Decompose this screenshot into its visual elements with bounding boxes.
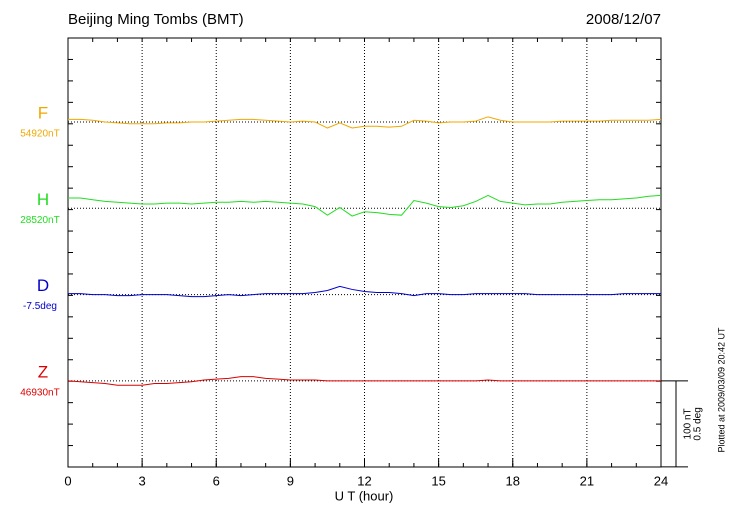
baseline-label: 46930nT bbox=[20, 388, 59, 399]
x-tick-label: 6 bbox=[213, 473, 220, 488]
x-tick-label: 15 bbox=[431, 473, 445, 488]
series-name: D bbox=[37, 276, 49, 295]
x-tick-label: 9 bbox=[287, 473, 294, 488]
x-tick-label: 12 bbox=[357, 473, 371, 488]
series-name: Z bbox=[38, 362, 48, 381]
chart-title: Beijing Ming Tombs (BMT) bbox=[68, 11, 244, 28]
scale-bar-label: 0.5 deg bbox=[693, 407, 704, 440]
scale-bar-label: 100 nT bbox=[683, 408, 694, 439]
x-tick-label: 0 bbox=[64, 473, 71, 488]
baseline-label: 28520nT bbox=[20, 215, 59, 226]
plot-frame bbox=[67, 37, 662, 468]
series-line bbox=[68, 194, 662, 217]
baseline-label: 54920nT bbox=[20, 129, 59, 140]
series-line bbox=[67, 376, 661, 386]
baseline-label: -7.5deg bbox=[23, 301, 57, 312]
x-tick-label: 24 bbox=[654, 473, 668, 488]
series-name: H bbox=[37, 190, 49, 209]
footnote: Plotted at 2009/03/09 20:42 UT bbox=[716, 327, 726, 453]
x-tick-label: 3 bbox=[139, 473, 146, 488]
series-line bbox=[68, 285, 661, 298]
series-name: F bbox=[38, 103, 48, 122]
x-tick-label: 21 bbox=[580, 473, 594, 488]
x-tick-label: 18 bbox=[506, 473, 520, 488]
series-line bbox=[68, 116, 662, 129]
x-axis-label: U T (hour) bbox=[335, 488, 394, 503]
chart-date: 2008/12/07 bbox=[586, 11, 661, 28]
